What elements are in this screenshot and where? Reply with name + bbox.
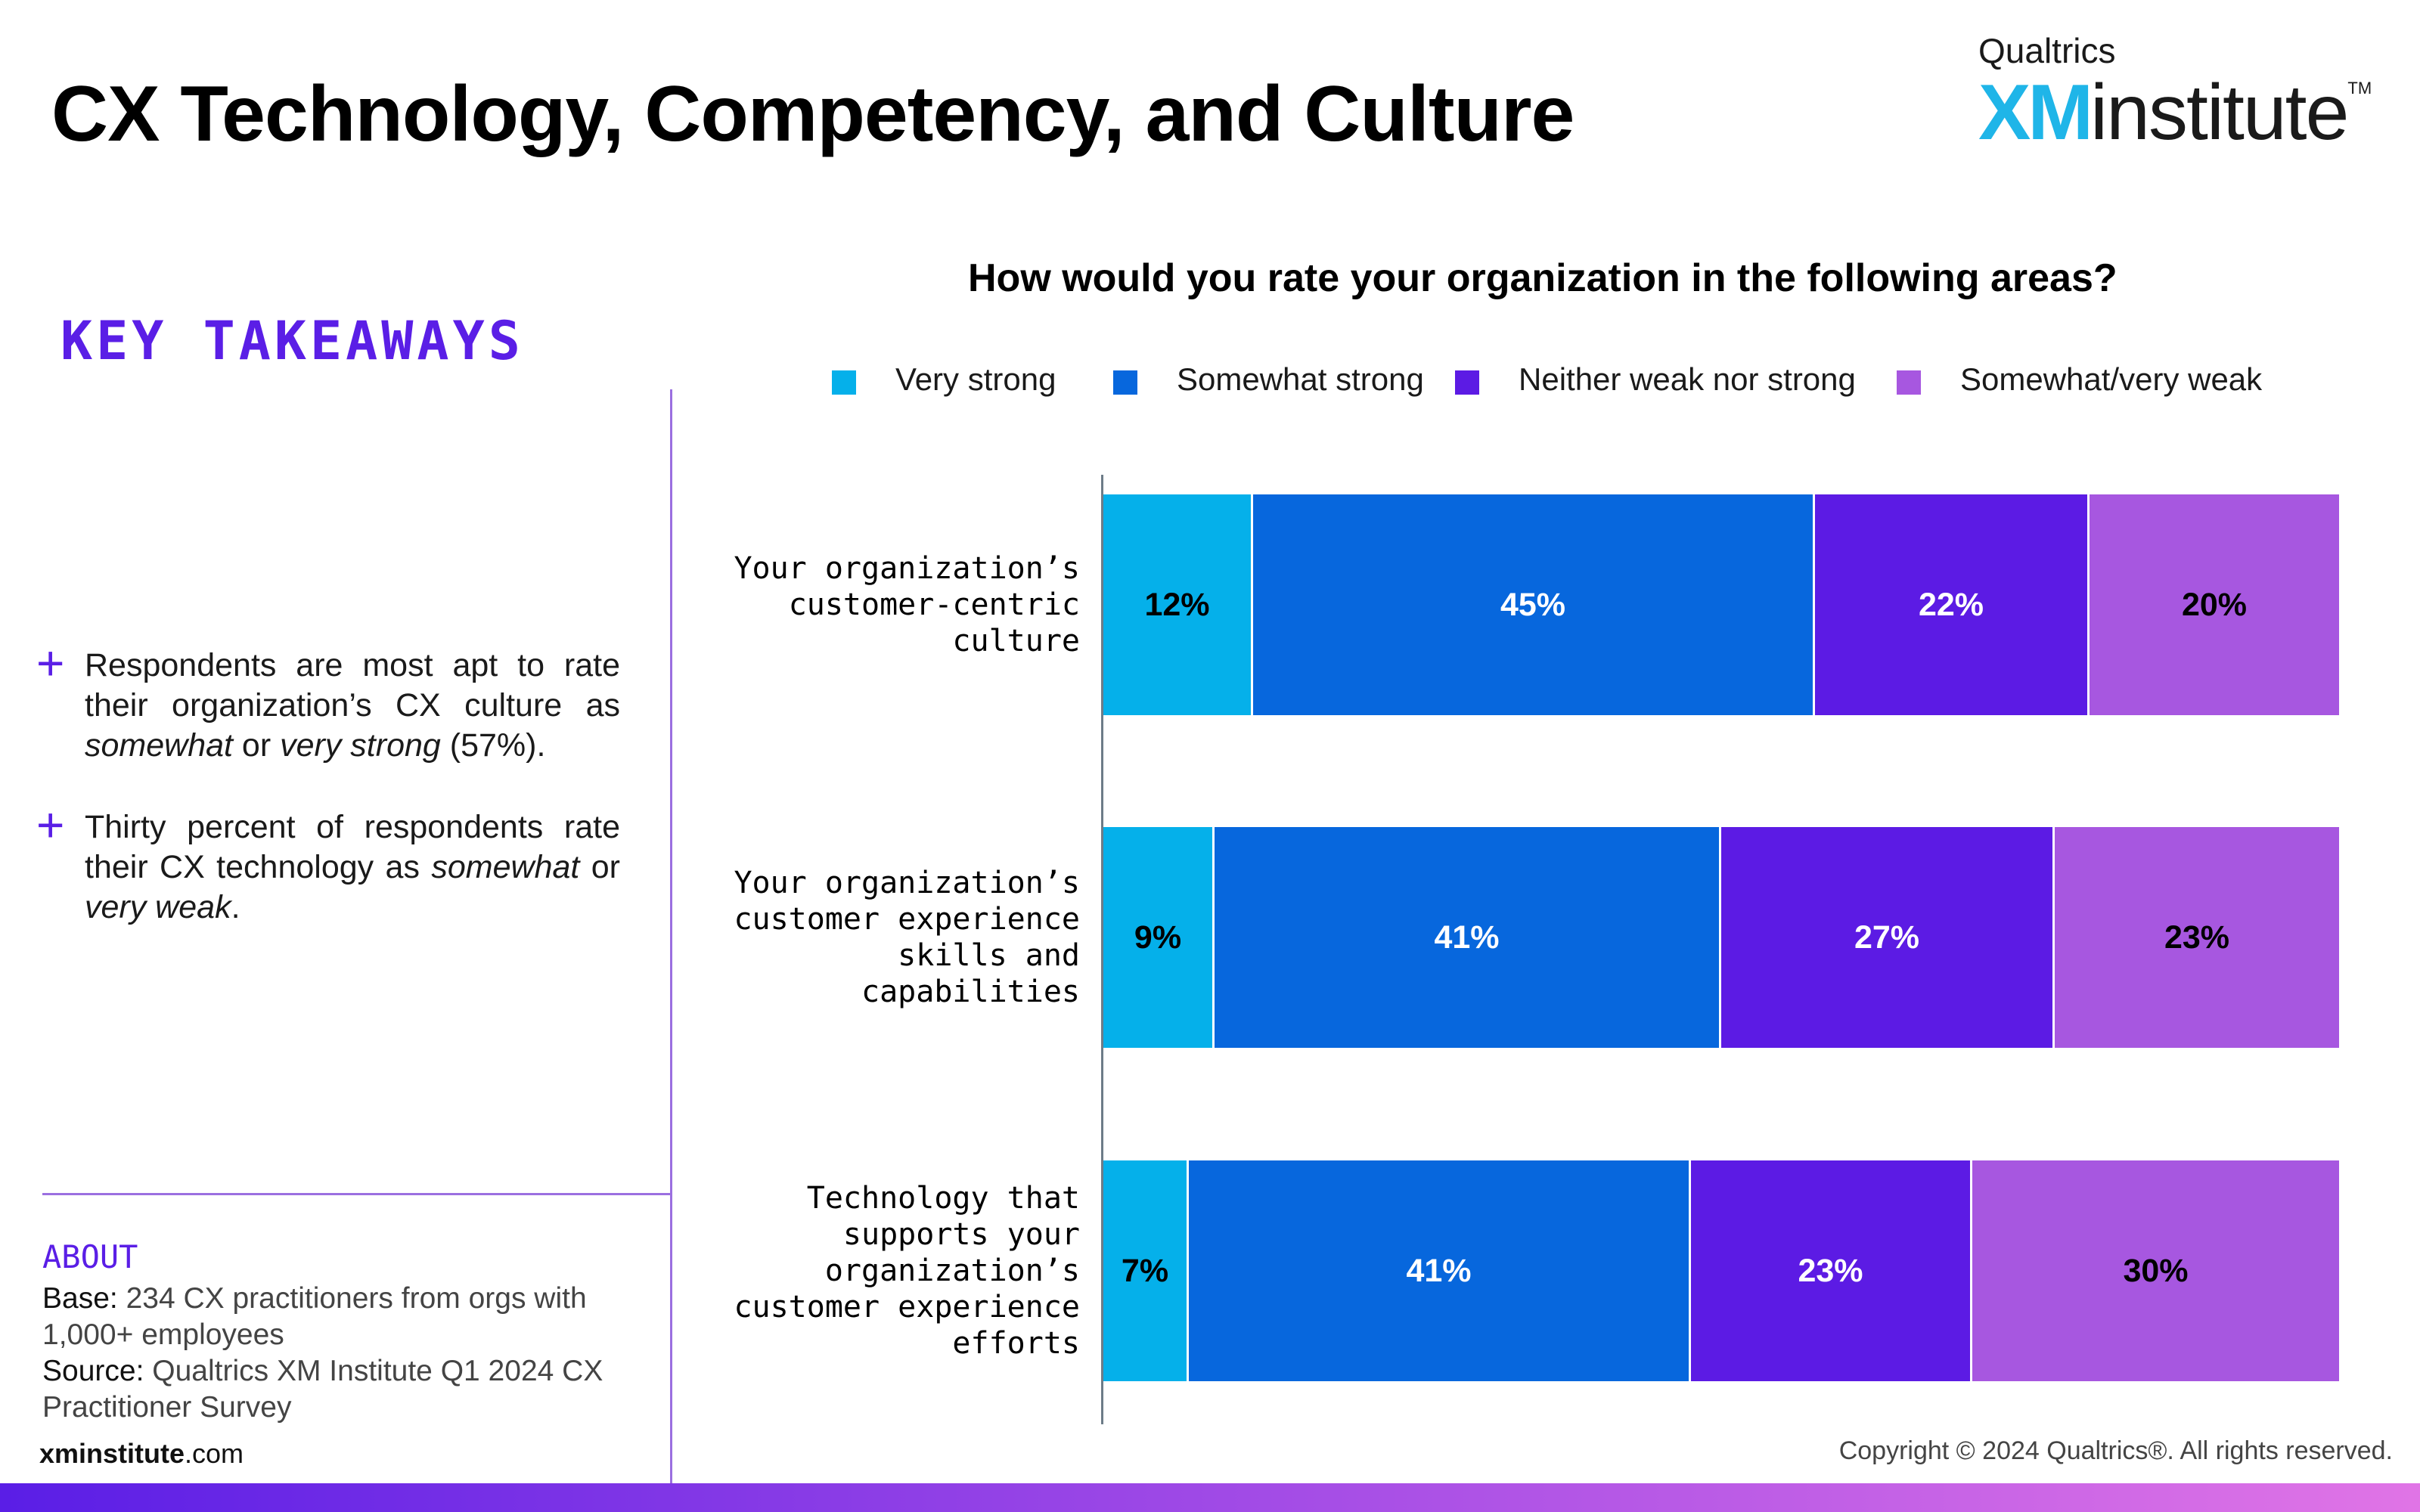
logo-institute-text: institute <box>2090 69 2349 156</box>
legend-swatch <box>1455 370 1479 395</box>
bar-segment: 23% <box>1691 1160 1972 1381</box>
logo-xm-text: XM <box>1978 69 2093 156</box>
bar-segment: 41% <box>1189 1160 1691 1381</box>
site-bold: xminstitute <box>39 1438 185 1469</box>
bar-segment: 23% <box>2055 827 2339 1048</box>
bar-segment: 20% <box>2090 494 2339 715</box>
chart-axis-line <box>1101 475 1103 1424</box>
chart-title: How would you rate your organization in … <box>968 256 2118 300</box>
category-label: Your organization’s customer experience … <box>734 866 1080 1009</box>
takeaway-text-2: Thirty percent of respondents rate their… <box>85 809 620 925</box>
logo-trademark: TM <box>2347 79 2372 98</box>
legend-label: Somewhat/very weak <box>1960 361 2263 397</box>
bar-segment: 22% <box>1815 494 2090 715</box>
copyright-text: Copyright © 2024 Qualtrics®. All rights … <box>1838 1436 2393 1465</box>
sidebar-divider-vertical <box>670 389 672 1486</box>
base-label: Base: <box>42 1282 118 1315</box>
about-heading: ABOUT <box>42 1238 138 1275</box>
base-text: 234 CX practitioners from orgs with 1,00… <box>42 1282 587 1351</box>
bar-segment: 30% <box>1972 1160 2339 1381</box>
qualtrics-xm-institute-logo: Qualtrics XMinstituteTM <box>1978 30 2372 156</box>
takeaway-bullet-2: + Thirty percent of respondents rate the… <box>36 798 620 928</box>
about-text: Base: 234 CX practitioners from orgs wit… <box>42 1281 632 1426</box>
site-rest: .com <box>185 1438 244 1469</box>
source-label: Source: <box>42 1355 144 1387</box>
takeaway-bullet-1: + Respondents are most apt to rate their… <box>36 636 620 766</box>
takeaway-text-1: Respondents are most apt to rate their o… <box>85 647 620 764</box>
bar-row: 7% 41% 23% 30% <box>1103 1160 2339 1381</box>
legend-label: Very strong <box>895 361 1056 397</box>
logo-qualtrics-text: Qualtrics <box>1978 31 2116 70</box>
source-text: Qualtrics XM Institute Q1 2024 CX Practi… <box>42 1355 603 1424</box>
plus-icon: + <box>36 798 65 852</box>
legend-label: Somewhat strong <box>1177 361 1424 397</box>
bar-segment: 41% <box>1215 827 1721 1048</box>
bar-segment: 45% <box>1253 494 1815 715</box>
key-takeaways-heading: KEY TAKEAWAYS <box>60 310 524 372</box>
bar-segment: 9% <box>1103 827 1215 1048</box>
sidebar-divider-horizontal <box>42 1193 672 1195</box>
bar-segment: 12% <box>1103 494 1253 715</box>
bar-segment: 7% <box>1103 1160 1189 1381</box>
category-label: Your organization’s customer-centric cul… <box>734 551 1080 658</box>
bar-row: 12% 45% 22% 20% <box>1103 494 2339 715</box>
legend-swatch <box>1897 370 1921 395</box>
category-label: Technology that supports your organizati… <box>734 1181 1080 1361</box>
bottom-gradient-bar <box>0 1483 2420 1512</box>
legend-swatch <box>1113 370 1137 395</box>
logo-main: XMinstituteTM <box>1978 68 2372 158</box>
bar-row: 9% 41% 27% 23% <box>1103 827 2339 1048</box>
legend-swatch <box>832 370 856 395</box>
legend-label: Neither weak nor strong <box>1519 361 1856 397</box>
site-link[interactable]: xminstitute.com <box>39 1438 244 1470</box>
page-title: CX Technology, Competency, and Culture <box>51 70 1575 158</box>
plus-icon: + <box>36 636 65 690</box>
bar-segment: 27% <box>1721 827 2055 1048</box>
